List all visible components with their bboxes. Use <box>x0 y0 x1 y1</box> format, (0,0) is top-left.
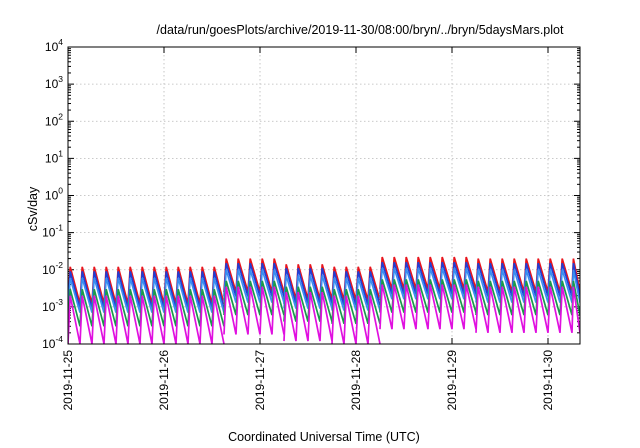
series-3-line <box>379 267 477 300</box>
x-axis-label: Coordinated Universal Time (UTC) <box>228 430 420 444</box>
chart-title: /data/run/goesPlots/archive/2019-11-30/0… <box>157 23 564 37</box>
y-axis-label: cSv/day <box>26 186 40 231</box>
x-tick-label: 2019-11-26 <box>157 350 171 411</box>
series-5-line <box>223 286 285 335</box>
x-tick-label: 2019-11-27 <box>253 350 267 411</box>
x-tick-label: 2019-11-28 <box>349 350 363 411</box>
x-tick-label: 2019-11-30 <box>541 350 555 411</box>
y-tick-label: 10-3 <box>42 297 63 314</box>
series-3-line <box>475 269 580 303</box>
plot-area <box>68 256 580 344</box>
series-4-line <box>475 280 580 316</box>
y-tick-label: 102 <box>45 111 63 128</box>
y-tick-labels: 10-4 10-3 10-2 10-1 100 101 102 103 104 <box>42 37 63 351</box>
y-tick-label: 10-2 <box>42 260 63 277</box>
plot-frame <box>67 46 581 345</box>
series-1-line <box>475 258 580 293</box>
y-tick-label: 100 <box>45 186 63 203</box>
y-tick-label: 10-4 <box>42 334 63 351</box>
series-5-line <box>283 291 333 342</box>
y-tick-label: 101 <box>45 148 63 165</box>
series-2-line <box>475 262 580 297</box>
x-tick-label: 2019-11-29 <box>445 350 459 411</box>
y-tick-label: 10-1 <box>42 223 63 240</box>
y-tick-label: 103 <box>45 74 63 91</box>
series-5-line <box>331 295 381 344</box>
x-tick-label: 2019-11-25 <box>61 350 75 411</box>
x-tick-labels: 2019-11-25 2019-11-26 2019-11-27 2019-11-28… <box>61 350 555 411</box>
y-tick-label: 104 <box>45 37 63 54</box>
series-5-line <box>475 286 580 333</box>
series-5-line <box>379 284 477 330</box>
series-5-line <box>68 295 225 344</box>
